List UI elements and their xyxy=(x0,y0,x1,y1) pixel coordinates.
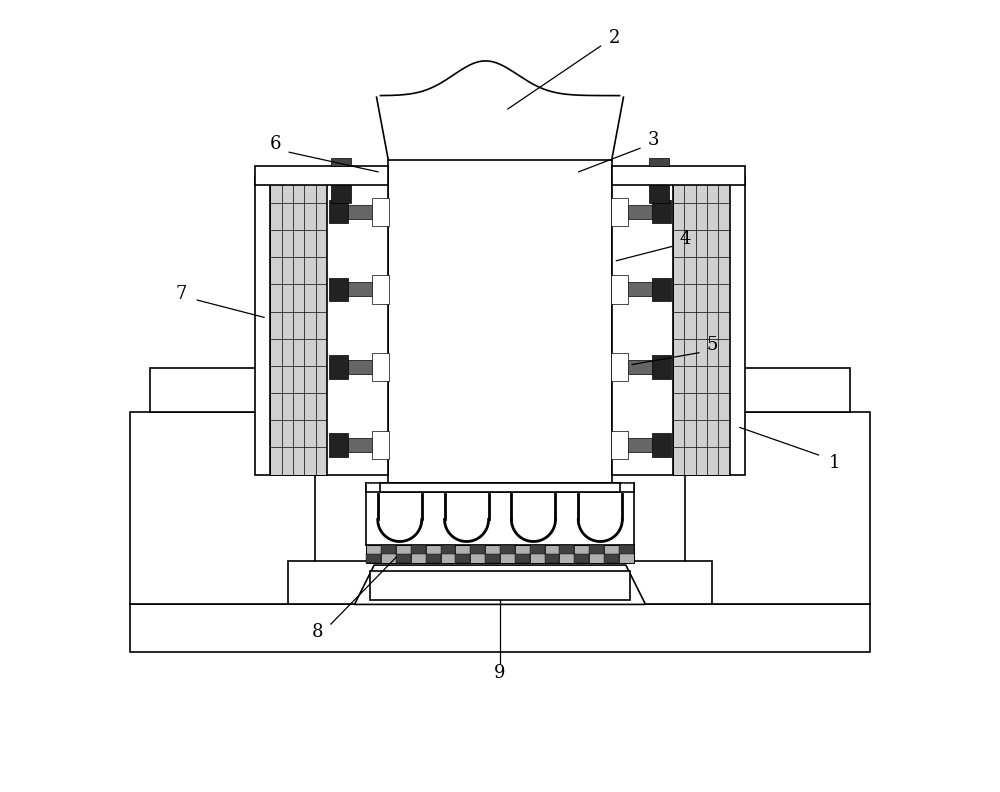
Bar xyxy=(652,277,671,301)
Bar xyxy=(370,570,630,600)
Bar xyxy=(673,176,730,474)
Bar xyxy=(255,176,270,474)
Text: 7: 7 xyxy=(176,285,187,303)
Text: 6: 6 xyxy=(270,135,282,154)
Bar xyxy=(612,166,745,185)
Text: 8: 8 xyxy=(312,623,323,641)
Bar xyxy=(150,368,288,412)
Bar xyxy=(329,200,348,223)
Bar xyxy=(388,160,612,482)
Text: 9: 9 xyxy=(494,664,506,682)
Bar xyxy=(329,433,348,456)
Bar xyxy=(366,554,381,563)
Bar xyxy=(396,554,411,563)
Text: 4: 4 xyxy=(679,230,691,248)
Bar xyxy=(372,275,389,303)
Text: 2: 2 xyxy=(608,29,620,48)
Bar xyxy=(611,353,628,381)
Bar xyxy=(366,546,634,563)
Bar xyxy=(348,282,372,296)
Bar xyxy=(130,604,870,652)
Bar xyxy=(380,482,620,492)
Bar xyxy=(589,546,604,554)
Bar xyxy=(545,554,559,563)
Bar xyxy=(455,554,470,563)
Bar xyxy=(652,200,671,223)
Bar xyxy=(628,360,652,374)
Bar xyxy=(611,275,628,303)
Bar xyxy=(329,277,348,301)
Bar xyxy=(381,546,396,554)
Bar xyxy=(685,412,870,604)
Bar xyxy=(559,546,574,554)
Bar xyxy=(619,546,634,554)
Bar xyxy=(652,433,671,456)
Bar xyxy=(372,197,389,226)
Bar xyxy=(270,176,327,474)
Bar xyxy=(712,368,850,412)
Bar xyxy=(441,546,455,554)
Bar xyxy=(411,546,426,554)
Text: 1: 1 xyxy=(828,454,840,472)
Bar xyxy=(649,158,669,166)
Bar xyxy=(331,158,351,166)
Bar xyxy=(372,431,389,459)
Text: 3: 3 xyxy=(648,131,659,150)
Bar xyxy=(628,282,652,296)
Bar xyxy=(628,204,652,219)
Polygon shape xyxy=(355,565,645,604)
Bar xyxy=(329,356,348,379)
Bar xyxy=(348,438,372,452)
Bar xyxy=(515,554,530,563)
Text: 5: 5 xyxy=(707,336,718,354)
Bar xyxy=(611,431,628,459)
Bar xyxy=(652,356,671,379)
Bar xyxy=(604,554,619,563)
Bar xyxy=(574,554,589,563)
Bar xyxy=(348,204,372,219)
Bar xyxy=(130,412,315,604)
Bar xyxy=(327,176,388,474)
Bar xyxy=(372,353,389,381)
Bar xyxy=(500,546,515,554)
Bar xyxy=(348,360,372,374)
Bar xyxy=(612,176,673,474)
Bar xyxy=(730,176,745,474)
Bar xyxy=(470,546,485,554)
Bar xyxy=(530,546,545,554)
Bar xyxy=(485,554,500,563)
Bar xyxy=(628,438,652,452)
Bar xyxy=(611,197,628,226)
Bar xyxy=(255,166,388,185)
Bar xyxy=(331,185,351,203)
Bar xyxy=(366,482,634,492)
Bar xyxy=(426,554,441,563)
Bar xyxy=(649,185,669,203)
Bar xyxy=(288,562,712,604)
